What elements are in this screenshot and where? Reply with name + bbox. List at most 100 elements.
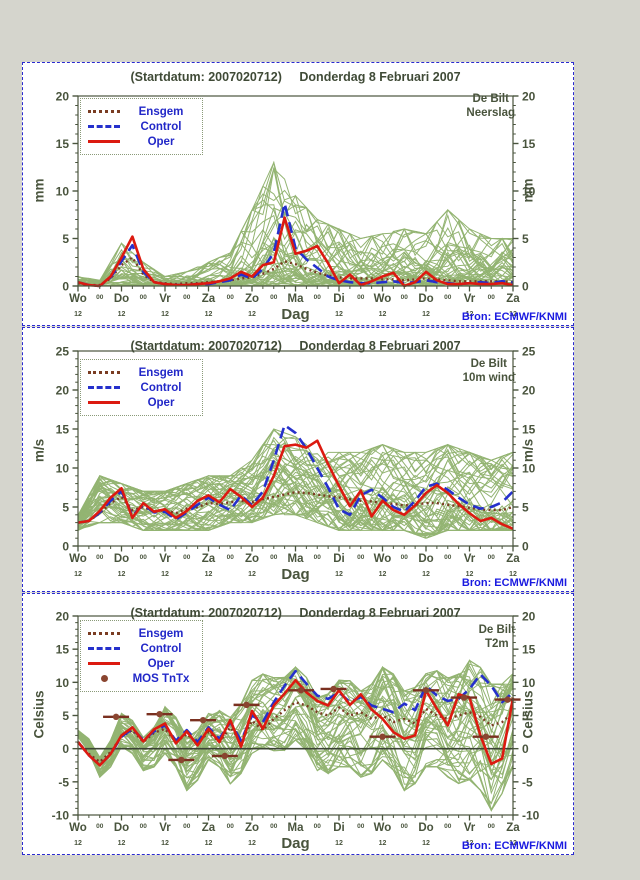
svg-text:Wo: Wo [69,553,87,565]
svg-text:-5: -5 [58,775,69,789]
svg-text:12: 12 [161,571,169,578]
svg-text:00: 00 [270,554,278,561]
station-name: De Bilt [472,93,509,105]
svg-text:12: 12 [379,311,387,318]
svg-text:12: 12 [205,571,213,578]
svg-text:20: 20 [56,90,70,104]
svg-text:Vr: Vr [464,293,476,305]
svg-text:12: 12 [509,840,517,847]
svg-text:12: 12 [509,311,517,318]
svg-text:00: 00 [444,823,452,830]
control-line-icon [88,125,120,128]
svg-text:Za: Za [506,293,520,305]
svg-text:-5: -5 [522,775,533,789]
svg-text:12: 12 [466,311,474,318]
control-line-icon [88,647,120,650]
svg-text:0: 0 [62,280,69,294]
svg-text:Do: Do [114,553,129,565]
svg-text:12: 12 [422,840,430,847]
legend: Ensgem Control Oper [80,98,203,155]
svg-text:00: 00 [488,554,496,561]
svg-text:20: 20 [522,90,536,104]
station-label: De Bilt 10m wind [463,357,515,385]
svg-text:12: 12 [248,311,256,318]
legend-label: Ensgem [138,105,184,118]
svg-text:Di: Di [333,822,345,834]
svg-text:-10: -10 [522,809,540,823]
svg-text:Vr: Vr [464,822,476,834]
svg-text:12: 12 [466,840,474,847]
station-label: De Bilt T2m [479,623,515,651]
svg-text:Do: Do [418,822,433,834]
legend-label: Oper [147,657,175,670]
svg-text:12: 12 [161,311,169,318]
svg-text:00: 00 [270,823,278,830]
svg-text:15: 15 [522,643,536,657]
svg-text:12: 12 [248,840,256,847]
svg-text:Do: Do [418,553,433,565]
svg-text:5: 5 [522,501,529,515]
svg-text:Dag: Dag [281,566,309,583]
svg-text:00: 00 [314,823,322,830]
svg-text:00: 00 [227,823,235,830]
svg-text:15: 15 [56,643,70,657]
legend-label: MOS TnTx [132,672,190,685]
mos-dot-icon [88,675,120,682]
svg-text:Zo: Zo [245,822,259,834]
svg-text:5: 5 [522,232,529,246]
svg-text:5: 5 [62,709,69,723]
variable-name: Neerslag [466,107,515,119]
svg-text:12: 12 [205,840,213,847]
svg-text:Ma: Ma [288,293,305,305]
svg-text:12: 12 [74,840,82,847]
svg-text:15: 15 [522,423,536,437]
y-axis-unit-left: m/s [31,438,47,463]
svg-text:5: 5 [62,501,69,515]
svg-text:12: 12 [335,840,343,847]
date-label: Donderdag 8 Februari 2007 [299,606,461,620]
chart-title: (Startdatum: 2007020712) Donderdag 8 Feb… [78,70,513,84]
legend-label: Control [140,381,182,394]
legend-item-mos: MOS TnTx [88,671,192,686]
svg-text:Di: Di [333,553,345,565]
oper-line-icon [88,662,120,665]
svg-text:Vr: Vr [159,293,171,305]
startdatum-label: (Startdatum: 2007020712) [130,339,282,353]
svg-text:12: 12 [335,311,343,318]
ensgem-line-icon [88,371,120,374]
svg-text:00: 00 [401,294,409,301]
svg-text:00: 00 [488,294,496,301]
svg-text:Wo: Wo [69,293,87,305]
source-attribution: Bron: ECMWF/KNMI [461,840,567,852]
legend: Ensgem Control Oper [80,359,203,416]
svg-text:Zo: Zo [245,553,259,565]
svg-text:12: 12 [161,840,169,847]
control-line-icon [88,386,120,389]
svg-text:00: 00 [140,294,148,301]
svg-text:00: 00 [183,823,191,830]
svg-text:Do: Do [418,293,433,305]
svg-text:00: 00 [183,294,191,301]
legend-label: Oper [147,135,175,148]
date-label: Donderdag 8 Februari 2007 [299,70,461,84]
variable-name: 10m wind [462,372,515,384]
svg-text:10: 10 [522,185,536,199]
svg-text:12: 12 [335,571,343,578]
y-axis-unit-right: mm [520,178,536,203]
svg-text:5: 5 [62,232,69,246]
svg-text:15: 15 [56,137,70,151]
svg-text:00: 00 [314,294,322,301]
svg-text:-10: -10 [52,809,70,823]
svg-text:Wo: Wo [374,553,392,565]
svg-text:00: 00 [96,554,104,561]
svg-text:Vr: Vr [159,822,171,834]
temperature-panel: -10 -10 -5 -5 0 0 5 5 10 10 15 15 20 20 Wo 12 Do 12 Vr 12 Za… [22,593,574,855]
svg-text:Zo: Zo [245,293,259,305]
wind-panel: 0 0 5 5 10 10 15 15 20 20 25 25 Wo 12 Do 12 Vr 12 Za 12 Zo 12… [22,327,574,592]
variable-name: T2m [484,638,509,650]
legend-label: Control [140,642,182,655]
svg-text:00: 00 [270,294,278,301]
